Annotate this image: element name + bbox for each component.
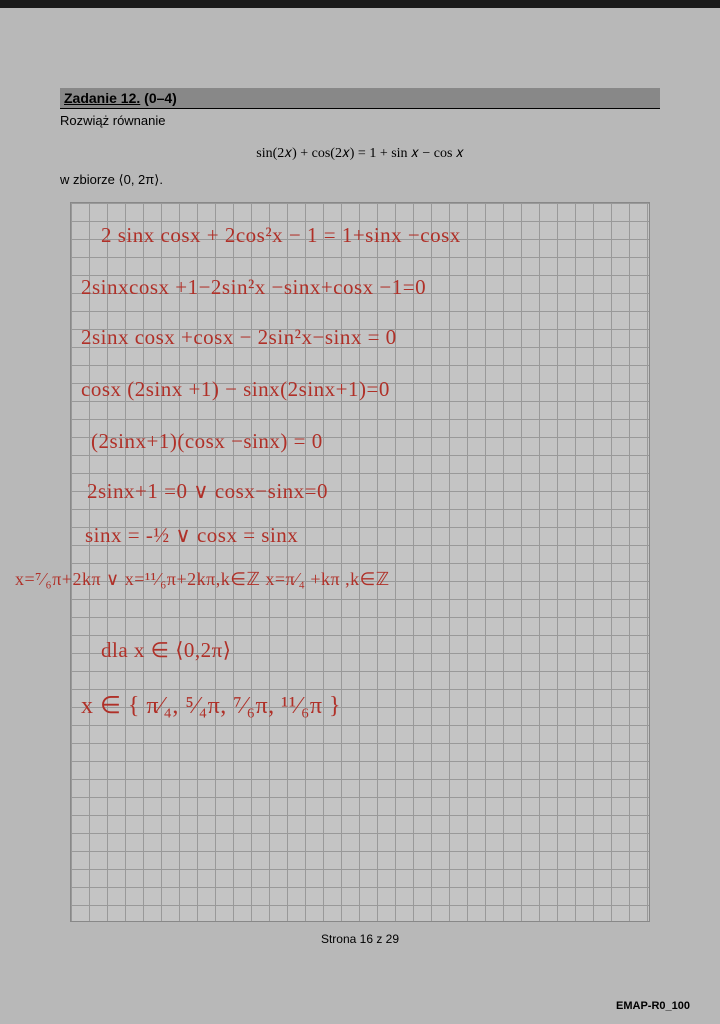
handwritten-line: 2sinx cosx +cosx − 2sin²x−sinx = 0: [81, 325, 397, 350]
handwritten-line: x ∈ { π⁄₄, ⁵⁄₄π, ⁷⁄₆π, ¹¹⁄₆π }: [81, 691, 341, 720]
task-header: Zadanie 12. (0–4): [60, 88, 660, 109]
task-points: (0–4): [140, 90, 177, 106]
handwritten-line: 2sinxcosx +1−2sin²x −sinx+cosx −1=0: [81, 275, 426, 300]
handwritten-line: sinx = -½ ∨ cosx = sinx: [85, 523, 298, 548]
task-equation: sin(2𝑥) + cos(2𝑥) = 1 + sin 𝑥 − cos 𝑥: [60, 146, 660, 162]
answer-grid: 2 sinx cosx + 2cos²x − 1 = 1+sinx −cosx 2…: [70, 202, 650, 922]
handwritten-line: 2sinx+1 =0 ∨ cosx−sinx=0: [87, 479, 328, 504]
window-topbar: [0, 0, 720, 8]
page-footer: Strona 16 z 29: [60, 932, 660, 946]
task-instruction: Rozwiąż równanie: [60, 113, 660, 128]
task-number: Zadanie 12.: [64, 90, 140, 106]
handwritten-line: dla x ∈ ⟨0,2π⟩: [101, 638, 231, 663]
handwritten-line: x=⁷⁄₆π+2kπ ∨ x=¹¹⁄₆π+2kπ,k∈ℤ x=π⁄₄ +kπ ,…: [15, 569, 390, 590]
document-code: EMAP-R0_100: [616, 1000, 690, 1012]
handwritten-line: (2sinx+1)(cosx −sinx) = 0: [91, 429, 323, 454]
handwritten-line: cosx (2sinx +1) − sinx(2sinx+1)=0: [81, 377, 390, 402]
task-domain: w zbiorze ⟨0, 2π⟩.: [60, 172, 660, 188]
exam-page: Zadanie 12. (0–4) Rozwiąż równanie sin(2…: [0, 8, 720, 976]
handwritten-line: 2 sinx cosx + 2cos²x − 1 = 1+sinx −cosx: [101, 223, 461, 248]
